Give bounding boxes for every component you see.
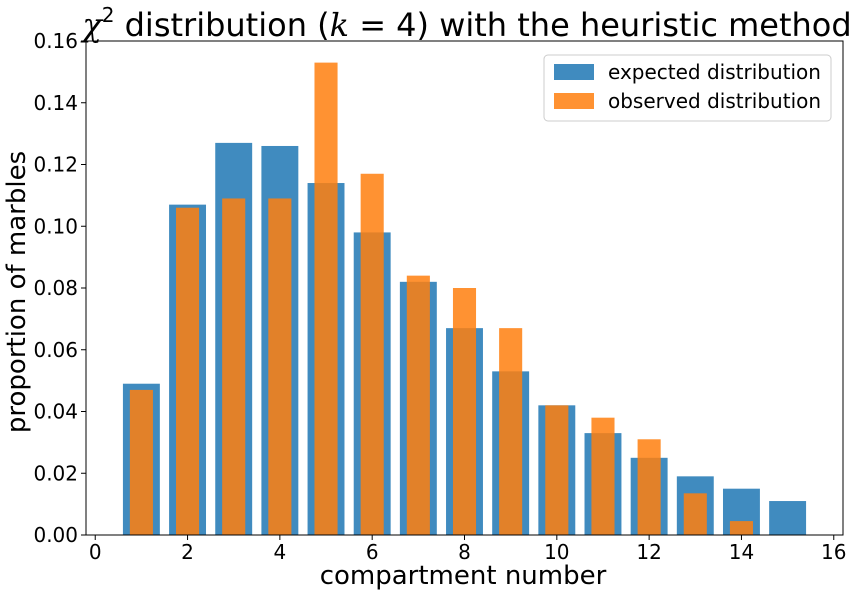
legend-box: [543, 54, 832, 122]
title-text-part-1: distribution (: [114, 6, 329, 44]
bar-observed-6: [360, 173, 384, 535]
y-tick-label: 0.10: [33, 214, 78, 238]
x-tick-label: 6: [366, 540, 379, 564]
x-tick-label: 14: [729, 540, 754, 564]
y-tick-label: 0.02: [33, 461, 78, 485]
x-tick-label: 8: [458, 540, 471, 564]
y-tick-label: 0.08: [33, 276, 78, 300]
bar-observed-8: [452, 288, 477, 535]
y-tick-label: 0.14: [33, 91, 78, 115]
y-tick-label: 0.04: [33, 400, 78, 424]
bar-observed-9: [499, 328, 523, 535]
bar-observed-11: [591, 417, 615, 535]
legend-label-expected: expected distribution: [608, 60, 821, 84]
x-tick-label: 16: [821, 540, 846, 564]
y-tick-label: 0.00: [33, 523, 78, 547]
title-text-part-2: = 4) with the heuristic method: [349, 6, 852, 44]
bar-observed-13: [683, 493, 707, 535]
observed-bars: [129, 62, 753, 536]
legend: expected distribution observed distributi…: [543, 54, 832, 122]
title-chi-symbol: χ: [80, 6, 103, 44]
x-tick-label: 2: [181, 540, 194, 564]
legend-swatch-observed: [554, 93, 594, 109]
bar-observed-7: [406, 275, 430, 535]
bar-observed-1: [129, 389, 153, 535]
bar-observed-3: [222, 198, 246, 535]
y-tick-label: 0.06: [33, 338, 78, 362]
bar-observed-12: [637, 439, 661, 535]
bar-observed-14: [729, 521, 753, 535]
bar-observed-10: [545, 405, 569, 535]
x-axis-label: compartment number: [320, 561, 607, 591]
x-tick-label: 0: [89, 540, 102, 564]
x-tick-label: 10: [544, 540, 569, 564]
x-tick-label: 12: [636, 540, 661, 564]
y-axis-label: proportion of marbles: [2, 151, 32, 433]
y-tick-label: 0.12: [33, 153, 78, 177]
bar-observed-2: [176, 207, 200, 535]
legend-label-observed: observed distribution: [608, 89, 821, 113]
title-superscript: 2: [102, 3, 115, 27]
svg-text:χ2 distribution (k = 4) with t: χ2 distribution (k = 4) with the heurist…: [80, 3, 851, 44]
y-tick-label: 0.16: [33, 29, 78, 53]
bar-expected-15: [769, 501, 807, 535]
legend-swatch-expected: [554, 64, 594, 80]
chart-title: χ2 distribution (k = 4) with the heurist…: [80, 3, 851, 44]
title-k-symbol: k: [330, 6, 349, 44]
bar-observed-5: [314, 62, 338, 536]
x-axis-ticks: 0 2 4 6 8 10 12 14 16: [89, 535, 846, 564]
y-axis-ticks: 0.00 0.02 0.04 0.06 0.08 0.10 0.12 0.14 0.16: [33, 29, 86, 547]
bar-observed-4: [268, 198, 292, 535]
x-tick-label: 4: [273, 540, 286, 564]
